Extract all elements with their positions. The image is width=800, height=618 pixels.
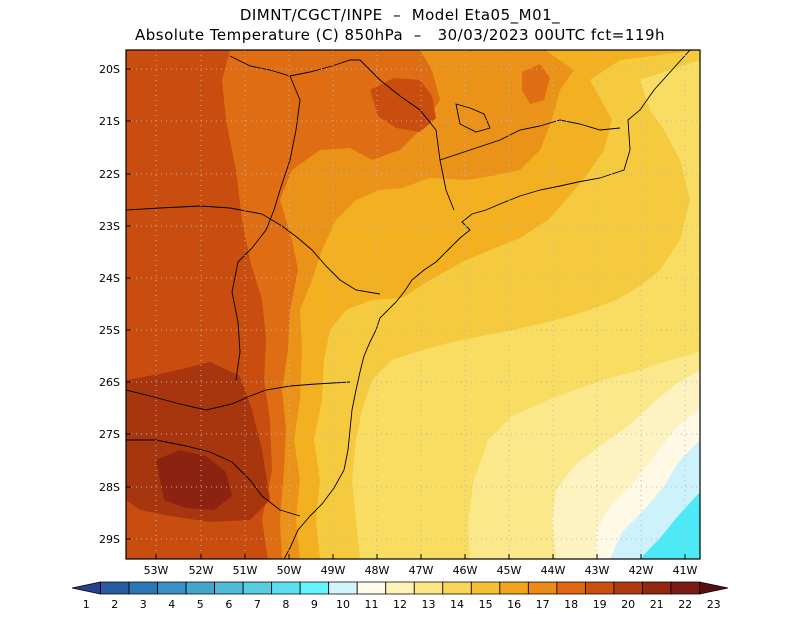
colorbar-swatch [556, 581, 586, 595]
colorbar-label: 14 [450, 598, 464, 611]
lat-label: 26S [99, 376, 120, 389]
colorbar-swatch [100, 581, 130, 595]
state-border-5 [126, 381, 351, 411]
lon-label: 51W [233, 564, 258, 577]
lon-label: 53W [144, 564, 169, 577]
state-border-4 [126, 205, 381, 295]
map-subtitle: Absolute Temperature (C) 850hPa – 30/03/… [134, 26, 666, 44]
colorbar-swatch [499, 581, 529, 595]
colorbar: 1 2 3 4 5 6 7 8 9 10 11 12 13 14 15 16 17 18 19 20 21 22 23 [71, 581, 729, 611]
colorbar-swatch [385, 581, 415, 595]
colorbar-label: 4 [168, 598, 175, 611]
colorbar-label: 22 [678, 598, 692, 611]
colorbar-swatch [642, 581, 672, 595]
colorbar-label: 15 [479, 598, 493, 611]
colorbar-label: 9 [311, 598, 318, 611]
colorbar-swatch [584, 581, 615, 595]
lat-label: 27S [99, 428, 120, 441]
state-border-2 [439, 119, 621, 161]
colorbar-label: 2 [111, 598, 118, 611]
colorbar-swatch [413, 581, 444, 595]
colorbar-label: 10 [336, 598, 350, 611]
colorbar-label: 18 [564, 598, 578, 611]
state-border-6 [126, 439, 301, 517]
colorbar-label: 19 [593, 598, 607, 611]
map-frame [125, 49, 701, 560]
colorbar-label: 11 [365, 598, 379, 611]
colorbar-label: 21 [650, 598, 664, 611]
colorbar-label: 8 [282, 598, 289, 611]
lat-label: 29S [99, 533, 120, 546]
lon-label: 45W [497, 564, 522, 577]
colorbar-swatch [128, 581, 158, 595]
colorbar-label: 20 [621, 598, 635, 611]
colorbar-swatch [527, 581, 558, 595]
lon-label: 43W [585, 564, 610, 577]
lon-label: 44W [541, 564, 566, 577]
colorbar-swatch [328, 581, 358, 595]
colorbar-swatch [442, 581, 472, 595]
colorbar-label: 3 [140, 598, 147, 611]
colorbar-swatch [670, 581, 700, 595]
coastline-borders [126, 50, 691, 559]
colorbar-label: 16 [507, 598, 521, 611]
lat-label: 22S [99, 168, 120, 181]
colorbar-swatch [71, 581, 101, 595]
longitude-labels: 53W 52W 51W 50W 49W 48W 47W 46W 45W 44W … [144, 564, 698, 577]
colorbar-label: 7 [254, 598, 261, 611]
band-9 [640, 492, 700, 559]
state-border-1 [359, 59, 455, 211]
colorbar-swatch [470, 581, 501, 595]
lon-label: 47W [409, 564, 434, 577]
lon-label: 49W [321, 564, 346, 577]
temperature-field [126, 50, 700, 559]
colorbar-label: 1 [83, 598, 90, 611]
colorbar-label: 5 [197, 598, 204, 611]
graticule [126, 50, 700, 559]
lat-label: 21S [99, 115, 120, 128]
colorbar-label: 23 [707, 598, 721, 611]
colorbar-label: 17 [536, 598, 550, 611]
lat-label: 28S [99, 481, 120, 494]
map-title: DIMNT/CGCT/INPE – Model Eta05_M01_ [239, 6, 561, 24]
colorbar-swatch [271, 581, 301, 595]
lon-label: 48W [365, 564, 390, 577]
colorbar-swatch [185, 581, 216, 595]
band-18-east [522, 64, 550, 104]
lon-label: 42W [629, 564, 654, 577]
lon-label: 52W [189, 564, 214, 577]
lon-label: 50W [277, 564, 302, 577]
state-border-3 [229, 55, 360, 77]
colorbar-label: 6 [225, 598, 232, 611]
latitude-labels: 20S 21S 22S 23S 24S 25S 26S 27S 28S 29S [99, 63, 120, 546]
lat-label: 23S [99, 220, 120, 233]
lat-label: 24S [99, 272, 120, 285]
colorbar-swatch [157, 581, 187, 595]
lon-label: 41W [673, 564, 698, 577]
colorbar-swatch [613, 581, 643, 595]
country-border [231, 75, 301, 381]
lake-marker [455, 103, 491, 133]
colorbar-label: 12 [393, 598, 407, 611]
colorbar-swatch [214, 581, 244, 595]
colorbar-swatch [299, 581, 330, 595]
band-19-north [370, 78, 436, 132]
axis-ticks [126, 68, 686, 559]
lon-label: 46W [453, 564, 478, 577]
coastline [283, 50, 691, 559]
colorbar-swatch [699, 581, 729, 595]
band-21 [156, 450, 232, 510]
colorbar-swatch [356, 581, 387, 595]
colorbar-label: 13 [422, 598, 436, 611]
colorbar-swatch [242, 581, 273, 595]
lat-label: 20S [99, 63, 120, 76]
lat-label: 25S [99, 324, 120, 337]
